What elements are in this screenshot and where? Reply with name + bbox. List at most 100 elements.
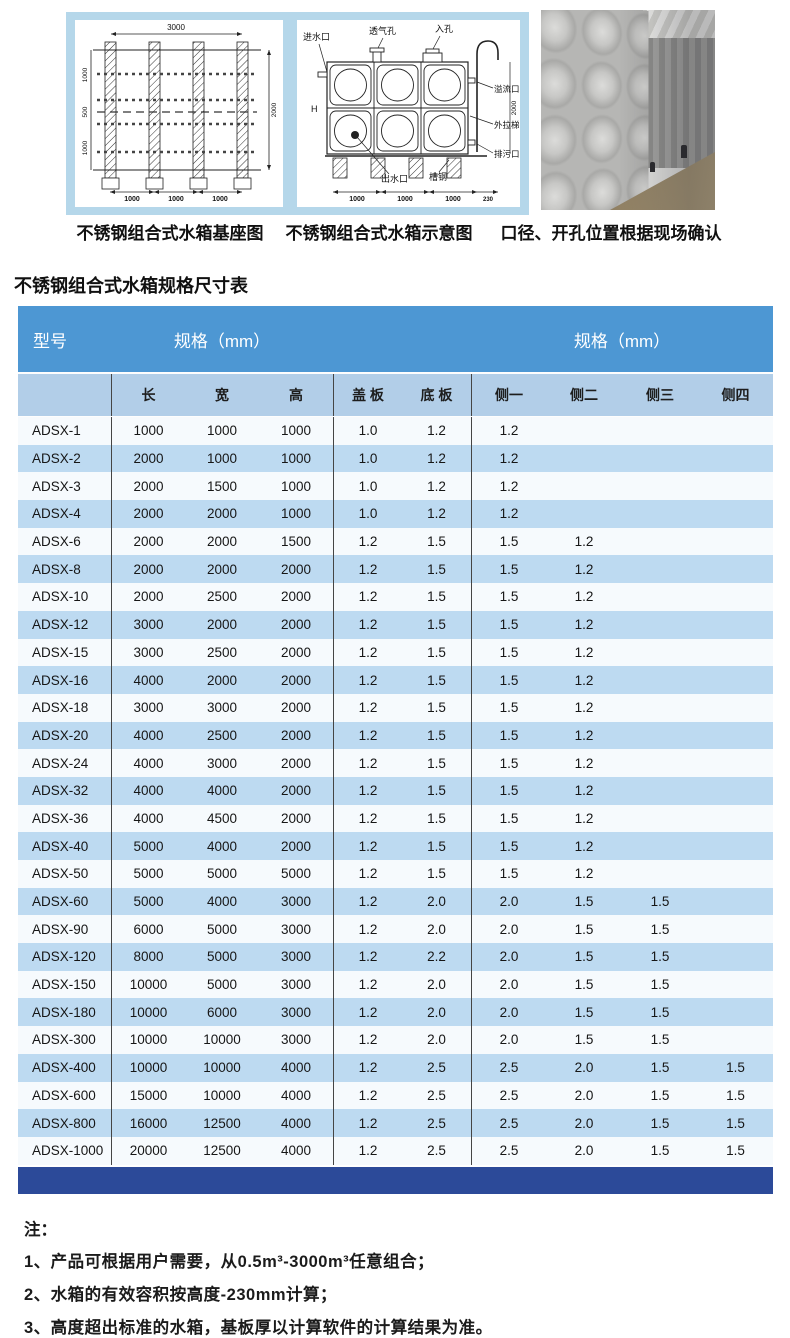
cell-value: 10000 xyxy=(111,998,185,1027)
cell-value: 1.5 xyxy=(471,804,546,833)
cell-value: 2.0 xyxy=(427,1004,446,1020)
cell-model: ADSX-400 xyxy=(32,1060,96,1076)
cell-value: 1.5 xyxy=(471,583,546,611)
cell-value: 1000 xyxy=(206,423,238,439)
cell-value: 3000 xyxy=(111,638,185,667)
cell-value: 8000 xyxy=(111,943,185,971)
cell-value: 2.0 xyxy=(427,977,446,993)
cell-value: 1.2 xyxy=(574,589,594,605)
table-row: ADSX-800 16000 12500 4000 1.2 2.5 2.5 2.0 1.5 1.5 xyxy=(18,1109,773,1137)
cell-value xyxy=(622,832,698,860)
cell-value xyxy=(698,417,773,445)
dim-bottom-4: 230 xyxy=(483,197,494,203)
cell-value: 1.2 xyxy=(574,838,594,854)
cell-value xyxy=(698,445,773,473)
cell-value: 1.5 xyxy=(650,1143,670,1159)
support-feet xyxy=(332,157,462,179)
cell-value: 5000 xyxy=(206,977,238,993)
table-row: ADSX-300 10000 10000 3000 1.2 2.0 2.0 1.5 1.5 xyxy=(18,1026,773,1054)
cell-value: 2.0 xyxy=(471,887,546,916)
caption-photo: 口径、开孔位置根据现场确认 xyxy=(500,224,722,243)
cell-value xyxy=(698,666,773,694)
cell-value: 4000 xyxy=(280,1087,312,1103)
cell-value: 10000 xyxy=(203,1032,241,1048)
cell-value: 1.2 xyxy=(333,998,402,1027)
cell-value xyxy=(546,445,622,473)
cell-value xyxy=(698,915,773,943)
cell-value: 1500 xyxy=(206,478,238,494)
cell-value: 3000 xyxy=(280,949,312,965)
cell-value: 2.0 xyxy=(427,1032,446,1048)
note-item: 2、水箱的有效容积按高度-230mm计算； xyxy=(24,1285,338,1304)
cell-value: 1.2 xyxy=(574,672,594,688)
cell-value: 1.2 xyxy=(333,1109,402,1137)
cell-value: 1.2 xyxy=(427,423,446,439)
column-header: 底 板 xyxy=(420,387,453,403)
cell-value xyxy=(698,1026,773,1054)
cell-value xyxy=(698,805,773,833)
cell-model: ADSX-120 xyxy=(32,949,96,965)
cell-value: 3000 xyxy=(206,755,238,771)
cell-value: 6000 xyxy=(111,915,185,944)
goose-neck-pipe xyxy=(476,40,499,152)
dim-bottom-1: 1000 xyxy=(349,196,365,203)
cell-value: 1.2 xyxy=(333,583,402,611)
cell-model: ADSX-1000 xyxy=(32,1143,104,1159)
cell-value xyxy=(622,583,698,611)
cell-value: 1.2 xyxy=(333,527,402,556)
cell-value xyxy=(698,694,773,722)
cell-value: 3000 xyxy=(111,693,185,722)
cell-value xyxy=(698,777,773,805)
cell-value: 4000 xyxy=(111,776,185,805)
table-row: ADSX-2 2000 1000 1000 1.0 1.2 1.2 xyxy=(18,444,773,473)
cell-value: 3000 xyxy=(280,1004,312,1020)
column-header: 高 xyxy=(289,387,303,403)
cell-model: ADSX-300 xyxy=(32,1032,96,1048)
cell-value: 1.5 xyxy=(427,755,446,771)
cell-value: 1.2 xyxy=(574,644,594,660)
cell-value: 1.2 xyxy=(333,804,402,833)
cell-value: 12500 xyxy=(203,1143,241,1159)
cell-value: 1000 xyxy=(111,417,185,445)
table-row: ADSX-50 5000 5000 5000 1.2 1.5 1.5 1.2 xyxy=(18,860,773,888)
cell-value xyxy=(622,860,698,888)
cell-model: ADSX-4 xyxy=(32,506,81,522)
cell-value: 1000 xyxy=(280,423,312,439)
table-row: ADSX-40 5000 4000 2000 1.2 1.5 1.5 1.2 xyxy=(18,832,773,860)
cell-value: 1.5 xyxy=(726,1115,745,1131)
cell-value: 2000 xyxy=(280,672,312,688)
cell-value: 1.2 xyxy=(574,700,594,716)
cell-value: 2000 xyxy=(111,500,185,528)
cell-model: ADSX-18 xyxy=(32,700,89,716)
cell-value: 1.2 xyxy=(333,887,402,916)
cell-value: 1.2 xyxy=(427,478,446,494)
cell-value: 1.5 xyxy=(427,810,446,826)
cell-value: 1.0 xyxy=(333,500,402,528)
cell-value: 1500 xyxy=(280,534,312,550)
cell-value: 2.5 xyxy=(471,1109,546,1137)
table-row: ADSX-24 4000 3000 2000 1.2 1.5 1.5 1.2 xyxy=(18,749,773,777)
base-diagram-image: 3000 xyxy=(75,20,283,207)
cell-value: 1.5 xyxy=(471,555,546,584)
label-manhole: 入孔 xyxy=(435,24,453,34)
label-inlet: 进水口 xyxy=(303,31,330,42)
cell-value: 2000 xyxy=(280,727,312,743)
cell-model: ADSX-15 xyxy=(32,644,89,660)
cell-value: 1.5 xyxy=(427,838,446,854)
cell-value: 2000 xyxy=(206,672,238,688)
table-row: ADSX-120 8000 5000 3000 1.2 2.2 2.0 1.5 1.5 xyxy=(18,943,773,971)
table-row: ADSX-8 2000 2000 2000 1.2 1.5 1.5 1.2 xyxy=(18,555,773,584)
cell-value: 1.5 xyxy=(471,860,546,888)
table-row: ADSX-12 3000 2000 2000 1.2 1.5 1.5 1.2 xyxy=(18,610,773,639)
cell-value xyxy=(698,611,773,639)
table-row: ADSX-16 4000 2000 2000 1.2 1.5 1.5 1.2 xyxy=(18,666,773,694)
cell-value: 1.5 xyxy=(427,589,446,605)
dim-bottom-3: 1000 xyxy=(212,196,228,203)
photo-shade xyxy=(541,10,715,210)
cell-value: 1.2 xyxy=(333,1026,402,1054)
cell-value: 1.5 xyxy=(574,1032,594,1048)
cell-value: 1.2 xyxy=(574,783,594,799)
header-model: 型号 xyxy=(33,331,67,351)
column-header: 宽 xyxy=(215,387,229,403)
cell-value: 1000 xyxy=(280,478,312,494)
